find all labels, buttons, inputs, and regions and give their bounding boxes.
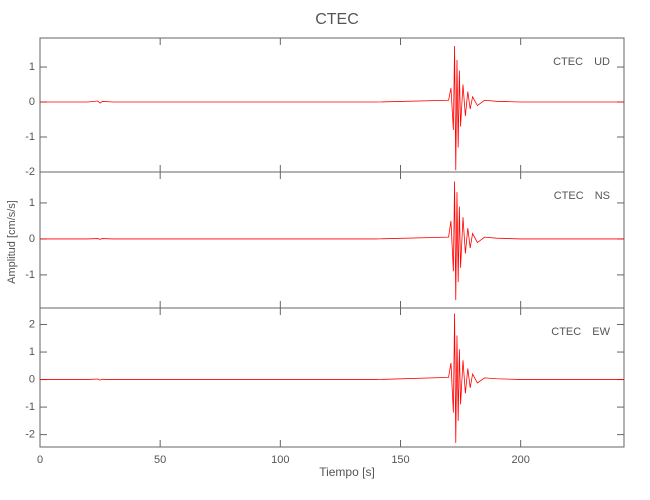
y-tick-label: 2 xyxy=(29,318,35,330)
chart-title: CTEC xyxy=(315,11,359,28)
y-tick-label: -2 xyxy=(25,166,35,178)
panel-frame xyxy=(39,307,625,448)
y-tick-label: 1 xyxy=(29,61,35,73)
x-tick-label: 50 xyxy=(154,454,166,466)
trace-label: CTEC EW xyxy=(551,326,610,338)
x-tick-label: 200 xyxy=(511,454,529,466)
x-tick-label: 100 xyxy=(271,454,289,466)
y-tick-label: -2 xyxy=(25,429,35,441)
y-tick-label: -1 xyxy=(25,401,35,413)
x-tick-label: 0 xyxy=(37,454,43,466)
x-axis-label: Tiempo [s] xyxy=(319,465,375,479)
y-tick-label: 1 xyxy=(29,346,35,358)
y-tick-label: -1 xyxy=(25,131,35,143)
waveform xyxy=(40,46,624,171)
x-tick-label: 150 xyxy=(391,454,409,466)
y-tick-label: 1 xyxy=(29,197,35,209)
waveform xyxy=(40,181,624,301)
trace-label: CTEC NS xyxy=(554,190,610,202)
panel-frame xyxy=(39,171,625,309)
y-tick-label: 0 xyxy=(29,373,35,385)
panel-frame xyxy=(39,37,625,173)
trace-label: CTEC UD xyxy=(553,56,610,68)
y-axis-label: Amplitud [cm/s/s] xyxy=(6,200,18,284)
y-tick-label: -1 xyxy=(25,269,35,281)
y-tick-label: 0 xyxy=(29,233,35,245)
y-tick-label: 0 xyxy=(29,96,35,108)
waveform xyxy=(40,313,624,443)
